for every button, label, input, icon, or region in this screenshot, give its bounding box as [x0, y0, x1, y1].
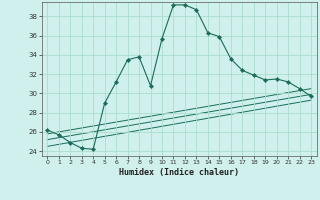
X-axis label: Humidex (Indice chaleur): Humidex (Indice chaleur) — [119, 168, 239, 177]
